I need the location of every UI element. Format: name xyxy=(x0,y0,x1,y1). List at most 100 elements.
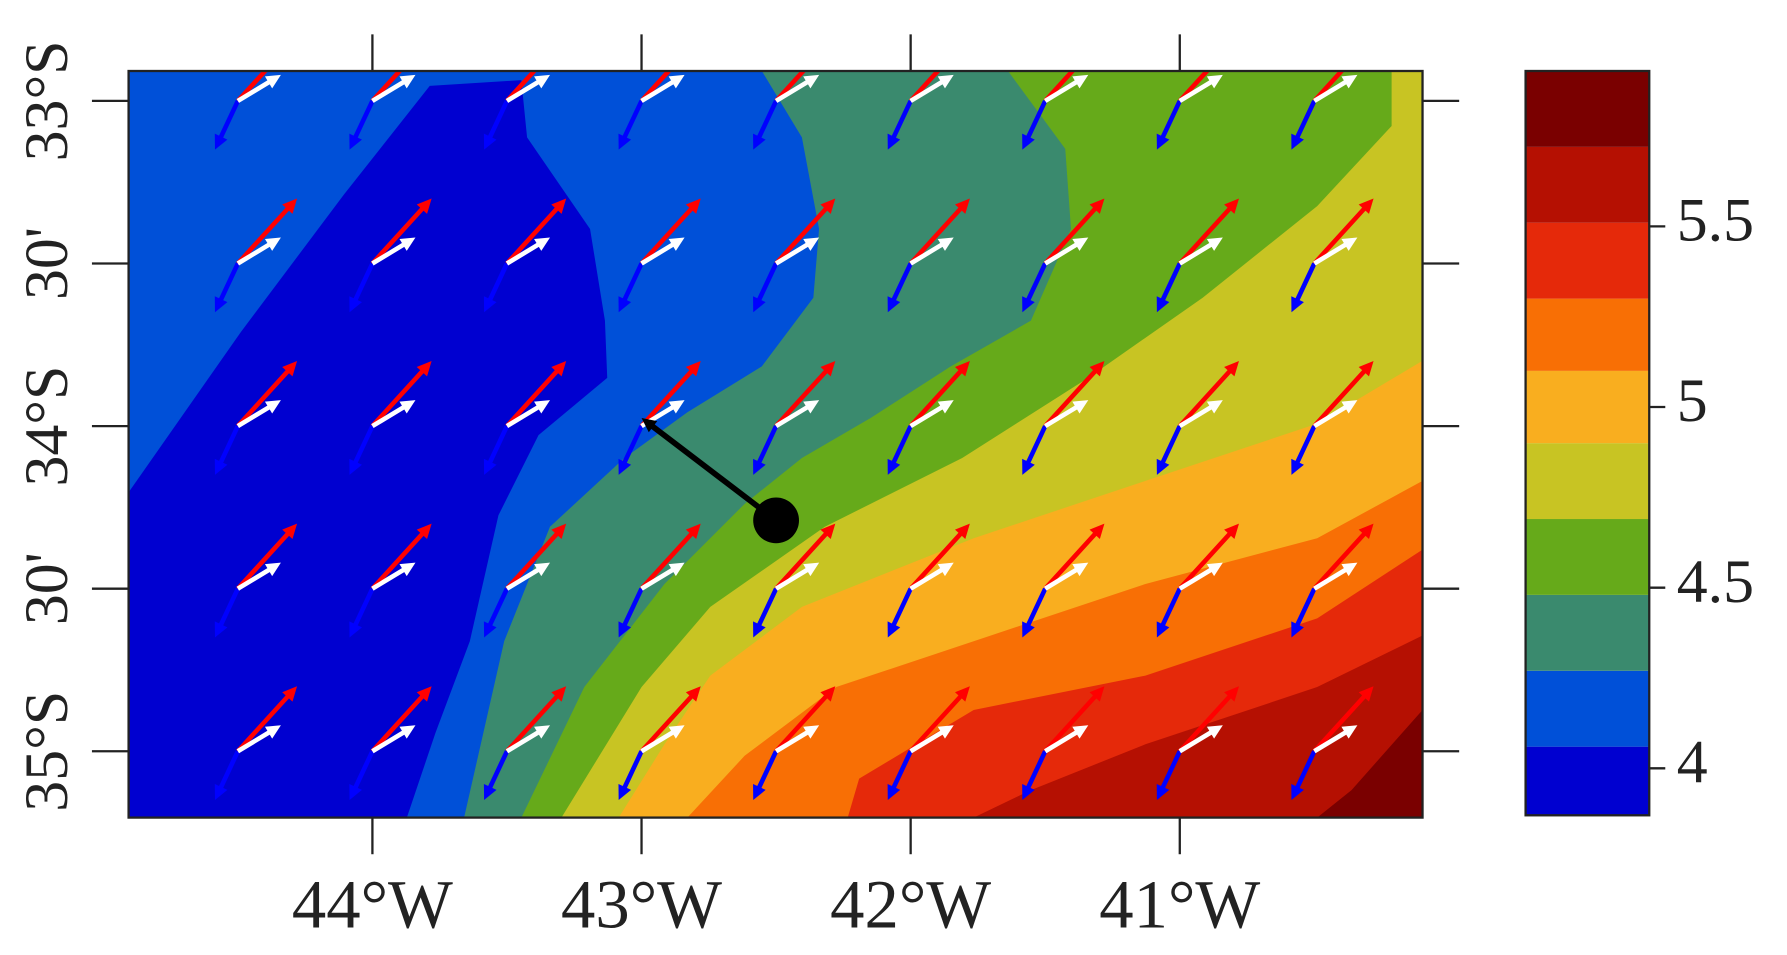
wind-arrow-head xyxy=(1224,523,1239,540)
wind-arrow-head xyxy=(1358,361,1374,377)
wind-arrow-head xyxy=(349,784,362,801)
wind-arrow-head xyxy=(685,523,701,540)
wind-arrow xyxy=(774,725,820,754)
wind-arrow-head xyxy=(753,458,766,475)
wind-arrow-head xyxy=(264,725,281,739)
colorbar-band xyxy=(1525,370,1650,444)
wind-arrow-head xyxy=(483,296,497,313)
wind-arrow xyxy=(639,198,701,266)
wind-arrow-shaft xyxy=(505,565,544,591)
wind-arrow-shaft xyxy=(505,240,544,266)
wind-arrow xyxy=(1178,237,1223,266)
wind-arrow-head xyxy=(1359,36,1374,51)
wind-arrow-shaft xyxy=(485,99,510,143)
colorbar-band xyxy=(1525,70,1650,147)
wind-arrow xyxy=(640,237,685,266)
wind-arrow-head xyxy=(753,621,766,638)
wind-arrow-shaft xyxy=(1158,587,1182,631)
wind-arrow-head xyxy=(1341,562,1358,577)
wind-arrow-head xyxy=(1072,400,1089,414)
wind-arrow xyxy=(483,587,510,638)
wind-arrow-shaft xyxy=(485,262,510,305)
wind-arrow-head xyxy=(954,361,970,377)
wind-arrow xyxy=(887,750,913,801)
y-tick-label: 33°S xyxy=(13,40,81,161)
wind-arrow-shaft xyxy=(371,402,409,429)
wind-arrow xyxy=(505,686,567,753)
wind-arrow-shaft xyxy=(639,528,697,591)
wind-arrow-shaft xyxy=(774,77,813,103)
wind-arrow-head xyxy=(282,523,298,540)
wind-arrow-shaft xyxy=(1293,99,1317,143)
wind-arrow-head xyxy=(887,621,901,638)
wind-arrow xyxy=(908,686,970,753)
wind-arrow-shaft xyxy=(755,587,779,631)
wind-arrow-head xyxy=(1072,74,1089,89)
wind-arrow-shaft xyxy=(639,366,697,428)
wind-arrow-head xyxy=(1341,725,1358,739)
wind-arrow xyxy=(214,262,240,313)
wind-arrow-head xyxy=(820,36,835,51)
wind-arrow xyxy=(1022,99,1048,150)
wind-arrow-head xyxy=(1156,621,1170,638)
wind-arrow-shaft xyxy=(909,565,948,591)
wind-arrow-head xyxy=(618,621,632,638)
wind-arrow-head xyxy=(803,562,820,577)
wind-arrow-head xyxy=(349,296,362,313)
wind-arrow-head xyxy=(1291,621,1304,638)
wind-arrow xyxy=(1312,686,1374,753)
wind-arrow-shaft xyxy=(1044,565,1082,591)
wind-arrow-head xyxy=(417,36,432,51)
wind-arrow-head xyxy=(686,36,701,51)
wind-arrow-shaft xyxy=(1024,425,1048,468)
wind-arrow-shaft xyxy=(909,77,948,103)
wind-arrow xyxy=(909,237,954,266)
wind-arrow-shaft xyxy=(370,691,428,753)
wind-arrow-head xyxy=(685,686,701,702)
wind-arrow-head xyxy=(1072,725,1089,739)
wind-arrow-head xyxy=(1358,198,1374,214)
wind-arrow xyxy=(214,750,240,801)
wind-arrow-head xyxy=(668,562,685,577)
wind-arrow-shaft xyxy=(236,240,275,266)
wind-arrow-head xyxy=(1022,296,1035,313)
wind-arrow xyxy=(1178,523,1239,591)
wind-arrow-shaft xyxy=(1313,402,1351,429)
wind-arrow-head xyxy=(551,361,567,377)
wind-arrow xyxy=(774,523,836,591)
wind-arrow xyxy=(371,725,416,754)
wind-arrow-head xyxy=(887,133,901,150)
wind-arrow-shaft xyxy=(889,750,913,793)
wind-arrow-head xyxy=(214,133,228,150)
wind-arrow-shaft xyxy=(1313,565,1351,591)
wind-arrow xyxy=(1313,74,1358,103)
wind-arrow-shaft xyxy=(889,99,913,143)
wind-arrow xyxy=(236,725,281,754)
wind-arrow-shaft xyxy=(485,425,510,468)
wind-arrow-head xyxy=(534,400,551,414)
colorbar-tick-label: 4.5 xyxy=(1677,548,1754,616)
wind-arrow-shaft xyxy=(236,203,293,266)
wind-arrow-shaft xyxy=(1178,728,1217,754)
wind-arrow-shaft xyxy=(1158,750,1182,793)
wind-arrow xyxy=(505,400,551,429)
wind-arrow-head xyxy=(416,361,432,377)
wind-arrow xyxy=(236,400,281,429)
wind-arrow-shaft xyxy=(1024,750,1048,793)
wind-arrow xyxy=(371,237,416,266)
wind-arrow xyxy=(1178,725,1223,754)
wind-arrow-head xyxy=(753,133,766,150)
wind-arrow-shaft xyxy=(505,77,544,103)
wind-arrow-shaft xyxy=(236,691,293,753)
wind-arrow-shaft xyxy=(640,240,678,266)
wind-arrow xyxy=(505,562,551,591)
wind-arrow-shaft xyxy=(216,587,240,631)
colorbar-tick-label: 5 xyxy=(1677,367,1708,435)
wind-arrow xyxy=(1313,725,1358,754)
wind-arrow-head xyxy=(1156,784,1170,801)
wind-arrow xyxy=(214,587,240,638)
wind-arrow-head xyxy=(1341,237,1358,251)
wind-arrow xyxy=(349,99,375,150)
wind-arrow-head xyxy=(954,686,970,702)
wind-arrow xyxy=(1291,587,1317,638)
